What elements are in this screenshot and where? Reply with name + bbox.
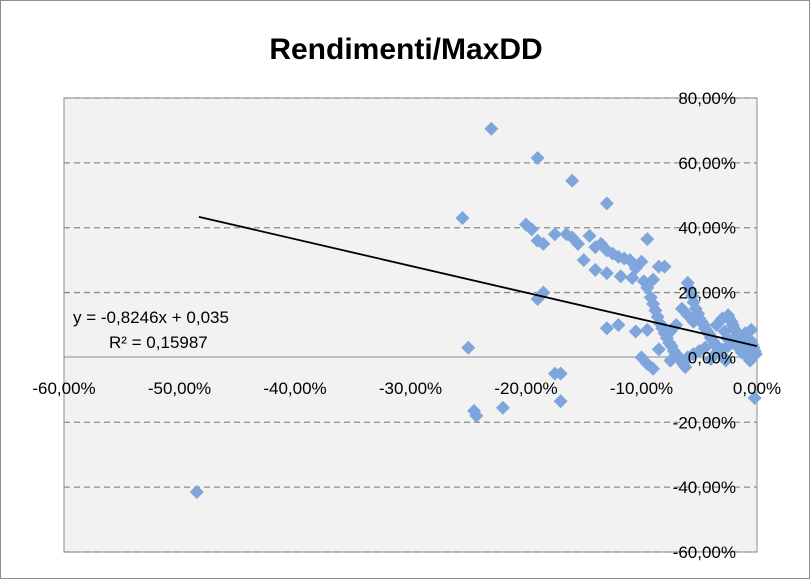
data-point <box>524 222 539 237</box>
data-point <box>646 361 661 376</box>
data-point <box>640 232 655 247</box>
y-tick-label: 60,00% <box>678 154 736 173</box>
x-tick-label: -20,00% <box>494 379 557 398</box>
data-point <box>718 353 733 368</box>
data-point <box>680 350 695 365</box>
points-layer <box>189 121 763 500</box>
data-point <box>625 270 640 285</box>
grid-lines <box>64 97 757 553</box>
data-point <box>628 324 643 339</box>
x-tick-label: -10,00% <box>610 379 673 398</box>
x-tick-label: -30,00% <box>379 379 442 398</box>
data-point <box>747 390 762 405</box>
data-point <box>744 322 759 337</box>
y-tick-label: -40,00% <box>673 478 736 497</box>
data-point <box>663 353 678 368</box>
data-point <box>461 340 476 355</box>
y-tick-label: 20,00% <box>678 284 736 303</box>
data-point <box>640 322 655 337</box>
y-tick-label: 0,00% <box>688 348 736 367</box>
data-point <box>469 408 484 423</box>
trendline-layer <box>198 215 758 347</box>
chart-title: Rendimenti/MaxDD <box>269 33 542 66</box>
y-tick-label: 40,00% <box>678 219 736 238</box>
data-point <box>582 228 597 243</box>
data-point <box>663 324 678 339</box>
data-point <box>657 259 672 274</box>
data-point <box>613 269 628 284</box>
data-point <box>715 311 730 326</box>
data-point <box>189 485 204 500</box>
data-point <box>634 254 649 269</box>
data-point <box>739 348 754 363</box>
data-point <box>599 321 614 336</box>
data-point <box>553 366 568 381</box>
plot-area <box>63 97 758 553</box>
x-tick-label: -40,00% <box>263 379 326 398</box>
data-point <box>599 196 614 211</box>
x-tick-label: -50,00% <box>148 379 211 398</box>
data-point <box>484 121 499 136</box>
data-point <box>678 360 693 375</box>
x-tick-labels: -60,00% -50,00% -40,00% -30,00% -20,00% -10,0… <box>32 379 781 398</box>
x-tick-label: 0,00% <box>733 379 781 398</box>
trendline <box>198 215 758 347</box>
data-point <box>611 318 626 332</box>
y-tick-label: 80,00% <box>678 89 736 108</box>
trendline-r-squared: R² = 0,15987 <box>109 333 208 352</box>
y-tick-labels: 80,00% 60,00% 40,00% 20,00% 0,00% -20,00% -40,… <box>673 89 736 562</box>
data-point <box>547 227 562 242</box>
trendline-equation: y = -0,8246x + 0,035 <box>73 308 229 327</box>
data-point <box>495 400 510 415</box>
data-point <box>565 173 580 188</box>
x-tick-label: -60,00% <box>32 379 95 398</box>
data-point <box>588 262 603 277</box>
data-point <box>530 150 545 165</box>
data-point <box>455 210 470 225</box>
data-point <box>536 236 551 251</box>
data-point <box>570 236 585 251</box>
y-tick-label: -60,00% <box>673 543 736 562</box>
data-point <box>576 253 591 268</box>
data-point <box>553 394 568 409</box>
data-point <box>651 342 666 357</box>
data-point <box>748 347 763 362</box>
data-point <box>686 314 701 329</box>
data-point <box>599 266 614 281</box>
y-tick-label: -20,00% <box>673 413 736 432</box>
